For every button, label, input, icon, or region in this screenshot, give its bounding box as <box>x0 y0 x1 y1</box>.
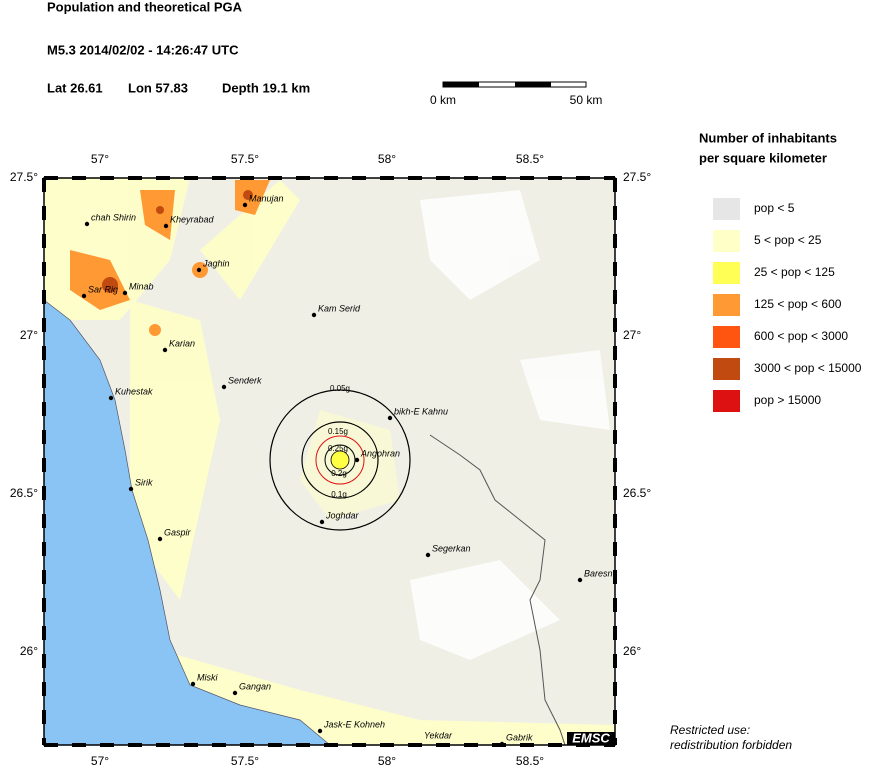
city-label: Angohran <box>360 448 400 458</box>
city-label: Kuhestak <box>115 386 153 396</box>
legend-swatch <box>713 326 740 348</box>
legend-label: 600 < pop < 3000 <box>754 329 848 343</box>
longitude: Lon 57.83 <box>128 80 188 95</box>
city-label: Manujan <box>249 193 284 203</box>
city-label: Gabrik <box>506 732 533 742</box>
city-dot <box>196 267 202 273</box>
city-label: Sirik <box>135 477 153 487</box>
city-dot <box>317 728 323 734</box>
city-dot <box>128 486 134 492</box>
lat-label: 26.5° <box>10 486 38 500</box>
event: M5.3 2014/02/02 - 14:26:47 UTC <box>47 42 239 57</box>
lon-label: 57.5° <box>231 754 259 768</box>
pga-label: 0.2g <box>331 469 347 478</box>
footer: redistribution forbidden <box>670 738 792 752</box>
city-dot <box>354 457 360 463</box>
city-dot <box>387 415 393 421</box>
lon-label: 58.5° <box>516 754 544 768</box>
pga-label: 0.15g <box>328 427 348 436</box>
scale-bar <box>442 81 587 88</box>
footer: Restricted use: <box>670 723 750 737</box>
city-dot <box>232 690 238 696</box>
scale-end: 50 km <box>570 93 603 107</box>
city-dot <box>242 202 248 208</box>
city-dot <box>221 384 227 390</box>
city-label: chah Shirin <box>91 212 136 222</box>
city-label: Jaghin <box>202 258 230 268</box>
city-label: Baresn <box>584 568 613 578</box>
lon-label: 57.5° <box>231 152 259 166</box>
city-dot <box>319 519 325 525</box>
legend-swatch <box>713 230 740 252</box>
city-label: Joghdar <box>325 510 360 520</box>
city-dot <box>499 741 505 747</box>
legend-swatch <box>713 390 740 412</box>
pga-label: 0.05g <box>330 384 350 393</box>
city-label: Karian <box>169 338 195 348</box>
map <box>42 176 617 747</box>
city-dot <box>311 312 317 318</box>
legend-title: per square kilometer <box>699 150 827 165</box>
city-dot <box>108 395 114 401</box>
lat-label: 26.5° <box>623 486 651 500</box>
legend-swatch <box>713 198 740 220</box>
city-label: Senderk <box>228 375 262 385</box>
pga-label: 0.25g <box>328 444 348 453</box>
legend-swatch <box>713 358 740 380</box>
lat-label: 26° <box>623 644 641 658</box>
city-dot <box>577 577 583 583</box>
lat-label: 27.5° <box>623 170 651 184</box>
lat-label: 27° <box>623 328 641 342</box>
city-label: Segerkan <box>432 543 471 553</box>
lon-label: 58° <box>378 754 396 768</box>
city-label: Kam Serid <box>318 303 361 313</box>
city-label: Gangan <box>239 681 271 691</box>
lat-label: 27.5° <box>10 170 38 184</box>
legend-title: Number of inhabitants <box>699 130 837 145</box>
lon-label: 58° <box>378 152 396 166</box>
city-dot <box>122 290 128 296</box>
logo: EMSC <box>572 730 610 745</box>
city-dot <box>84 221 90 227</box>
city-label: Minab <box>129 281 154 291</box>
latitude: Lat 26.61 <box>47 80 103 95</box>
legend-swatch <box>713 262 740 284</box>
lat-label: 27° <box>20 328 38 342</box>
city-label: bikh-E Kahnu <box>394 406 448 416</box>
lat-label: 26° <box>20 644 38 658</box>
legend-label: 3000 < pop < 15000 <box>754 361 862 375</box>
city-dot <box>163 223 169 229</box>
scale-start: 0 km <box>430 93 456 107</box>
city-label: Miski <box>197 672 218 682</box>
city-dot <box>425 552 431 558</box>
legend-label: 25 < pop < 125 <box>754 265 835 279</box>
city-label: Jask-E Kohneh <box>323 719 385 729</box>
city-dot <box>190 681 196 687</box>
city-dot <box>81 293 87 299</box>
city-dot <box>162 347 168 353</box>
legend-label: pop > 15000 <box>754 393 821 407</box>
depth: Depth 19.1 km <box>222 80 310 95</box>
legend-swatch <box>713 294 740 316</box>
city-dot <box>157 536 163 542</box>
lon-label: 57° <box>91 754 109 768</box>
legend-label: 5 < pop < 25 <box>754 233 822 247</box>
lon-label: 57° <box>91 152 109 166</box>
legend-label: pop < 5 <box>754 201 795 215</box>
title: Population and theoretical PGA <box>47 0 243 14</box>
pga-label: 0.1g <box>331 490 347 499</box>
city-label: Sar Rig <box>88 284 118 294</box>
legend-label: 125 < pop < 600 <box>754 297 842 311</box>
city-label: Gaspir <box>164 527 192 537</box>
city-label: Yekdar <box>424 730 453 740</box>
city-label: Kheyrabad <box>170 214 215 224</box>
lon-label: 58.5° <box>516 152 544 166</box>
